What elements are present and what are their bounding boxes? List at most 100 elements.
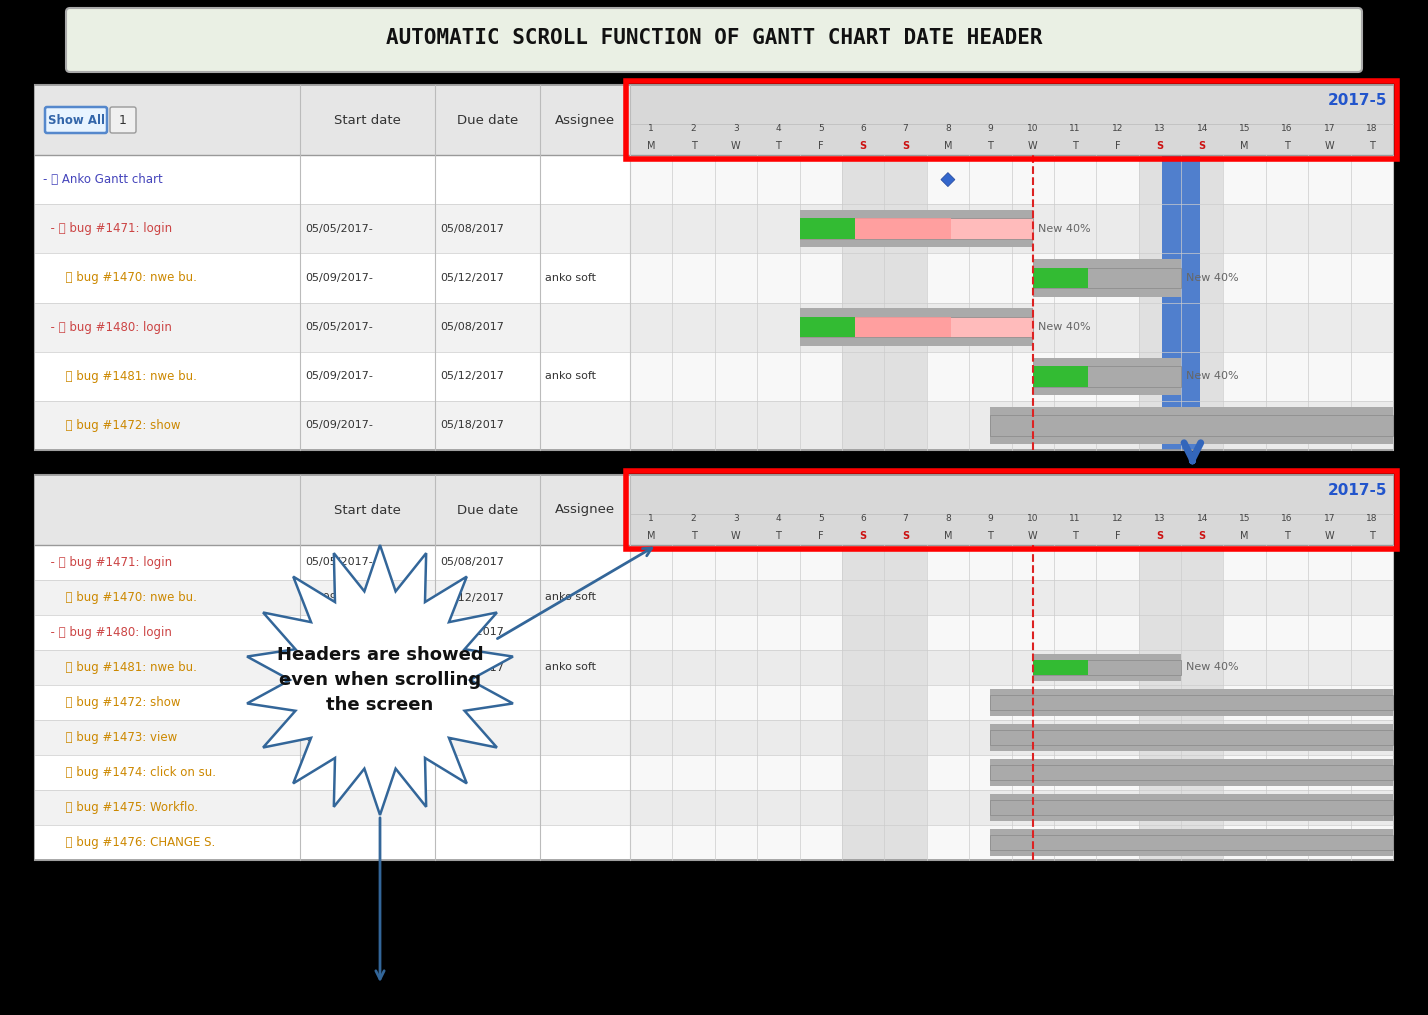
Bar <box>630 650 1392 685</box>
Polygon shape <box>941 173 955 187</box>
Text: M: M <box>647 531 655 541</box>
Text: 4: 4 <box>775 124 781 133</box>
Text: S: S <box>1198 141 1205 151</box>
Text: Start date: Start date <box>334 503 401 517</box>
Text: 📦 bug #1474: click on su.: 📦 bug #1474: click on su. <box>43 766 216 779</box>
Text: anko soft: anko soft <box>545 663 595 673</box>
Text: 14: 14 <box>1197 514 1208 523</box>
Bar <box>990 829 1392 856</box>
Bar <box>630 580 1392 615</box>
Bar <box>800 218 1032 240</box>
Text: 9: 9 <box>987 514 994 523</box>
Bar <box>1138 155 1181 450</box>
Bar <box>36 351 630 401</box>
Bar <box>36 720 630 755</box>
Text: T: T <box>691 531 697 541</box>
Text: 05/18/2017: 05/18/2017 <box>440 697 504 707</box>
Text: M: M <box>944 531 952 541</box>
Text: 05/08/2017: 05/08/2017 <box>440 557 504 567</box>
Text: S: S <box>1198 531 1205 541</box>
Text: 8: 8 <box>945 124 951 133</box>
Text: 05/12/2017: 05/12/2017 <box>440 593 504 603</box>
Bar <box>884 545 927 860</box>
Bar <box>800 210 1032 248</box>
Text: 14: 14 <box>1197 124 1208 133</box>
Bar <box>630 545 1392 580</box>
Text: M: M <box>1241 141 1250 151</box>
Bar <box>800 218 855 240</box>
Text: Due date: Due date <box>457 114 518 127</box>
Bar <box>36 204 630 254</box>
Bar <box>800 317 951 337</box>
Bar <box>36 302 630 351</box>
Text: 05/05/2017-: 05/05/2017- <box>306 627 373 637</box>
Bar <box>36 475 1392 860</box>
Text: anko soft: anko soft <box>545 593 595 603</box>
Text: anko soft: anko soft <box>545 371 595 382</box>
Text: 📦 bug #1475: Workflo.: 📦 bug #1475: Workflo. <box>43 801 198 814</box>
Bar <box>990 800 1392 815</box>
Text: 2: 2 <box>691 514 697 523</box>
Text: AUTOMATIC SCROLL FUNCTION OF GANTT CHART DATE HEADER: AUTOMATIC SCROLL FUNCTION OF GANTT CHART… <box>386 28 1042 48</box>
Text: 1: 1 <box>119 114 127 127</box>
Text: T: T <box>1284 141 1289 151</box>
Bar <box>630 204 1392 254</box>
Bar <box>1162 155 1200 450</box>
Text: Assignee: Assignee <box>555 114 615 127</box>
Bar <box>630 155 1392 204</box>
Text: W: W <box>1325 531 1334 541</box>
Text: 📦 bug #1481: nwe bu.: 📦 bug #1481: nwe bu. <box>43 661 197 674</box>
Text: 05/09/2017-: 05/09/2017- <box>306 593 373 603</box>
Text: 05/18/2017: 05/18/2017 <box>440 420 504 430</box>
Text: 13: 13 <box>1154 124 1165 133</box>
Bar <box>1032 259 1181 296</box>
Text: T: T <box>1369 141 1375 151</box>
Bar <box>843 545 884 860</box>
Bar <box>36 615 630 650</box>
Text: 5: 5 <box>818 514 824 523</box>
Text: 09/2017-: 09/2017- <box>306 733 356 743</box>
Text: 01: 01 <box>440 733 454 743</box>
Text: 11: 11 <box>1070 124 1081 133</box>
Bar <box>630 755 1392 790</box>
Text: 📦 bug #1481: nwe bu.: 📦 bug #1481: nwe bu. <box>43 369 197 383</box>
Text: 18: 18 <box>1367 124 1378 133</box>
Bar <box>1032 660 1088 675</box>
Text: 2017-5: 2017-5 <box>1328 93 1387 108</box>
Text: - 📦 bug #1471: login: - 📦 bug #1471: login <box>43 222 173 235</box>
Bar <box>36 685 630 720</box>
Text: Assignee: Assignee <box>555 503 615 517</box>
Bar <box>990 759 1392 786</box>
Text: 05/09/2017-: 05/09/2017- <box>306 663 373 673</box>
Text: T: T <box>1369 531 1375 541</box>
Bar <box>990 689 1392 716</box>
Text: 05/12/2017: 05/12/2017 <box>440 371 504 382</box>
Bar <box>36 85 1392 450</box>
Text: S: S <box>1157 531 1164 541</box>
Text: F: F <box>1115 141 1121 151</box>
Text: - 📦 bug #1480: login: - 📦 bug #1480: login <box>43 626 171 639</box>
Bar <box>990 795 1392 821</box>
Text: 05/05/2017-: 05/05/2017- <box>306 223 373 233</box>
Text: 6: 6 <box>860 124 865 133</box>
Text: 05/08/2017: 05/08/2017 <box>440 322 504 332</box>
Bar <box>1181 155 1224 450</box>
Text: S: S <box>902 531 910 541</box>
Text: 7: 7 <box>902 514 908 523</box>
Text: New 40%: New 40% <box>1187 663 1238 673</box>
Bar <box>990 695 1392 709</box>
Text: 11: 11 <box>1070 514 1081 523</box>
Text: - 📦 bug #1471: login: - 📦 bug #1471: login <box>43 556 173 569</box>
Text: 📦 bug #1470: nwe bu.: 📦 bug #1470: nwe bu. <box>43 271 197 284</box>
Text: T: T <box>775 531 781 541</box>
Text: 📦 bug #1470: nwe bu.: 📦 bug #1470: nwe bu. <box>43 591 197 604</box>
Text: New 40%: New 40% <box>1038 322 1091 332</box>
Text: 05/05/2017-: 05/05/2017- <box>306 322 373 332</box>
Text: 05/12/2017: 05/12/2017 <box>440 273 504 283</box>
Text: M: M <box>944 141 952 151</box>
Text: 2017-5: 2017-5 <box>1328 483 1387 498</box>
Text: T: T <box>691 141 697 151</box>
Bar <box>843 155 884 450</box>
Text: 📦 bug #1472: show: 📦 bug #1472: show <box>43 419 180 432</box>
Text: W: W <box>1028 531 1038 541</box>
